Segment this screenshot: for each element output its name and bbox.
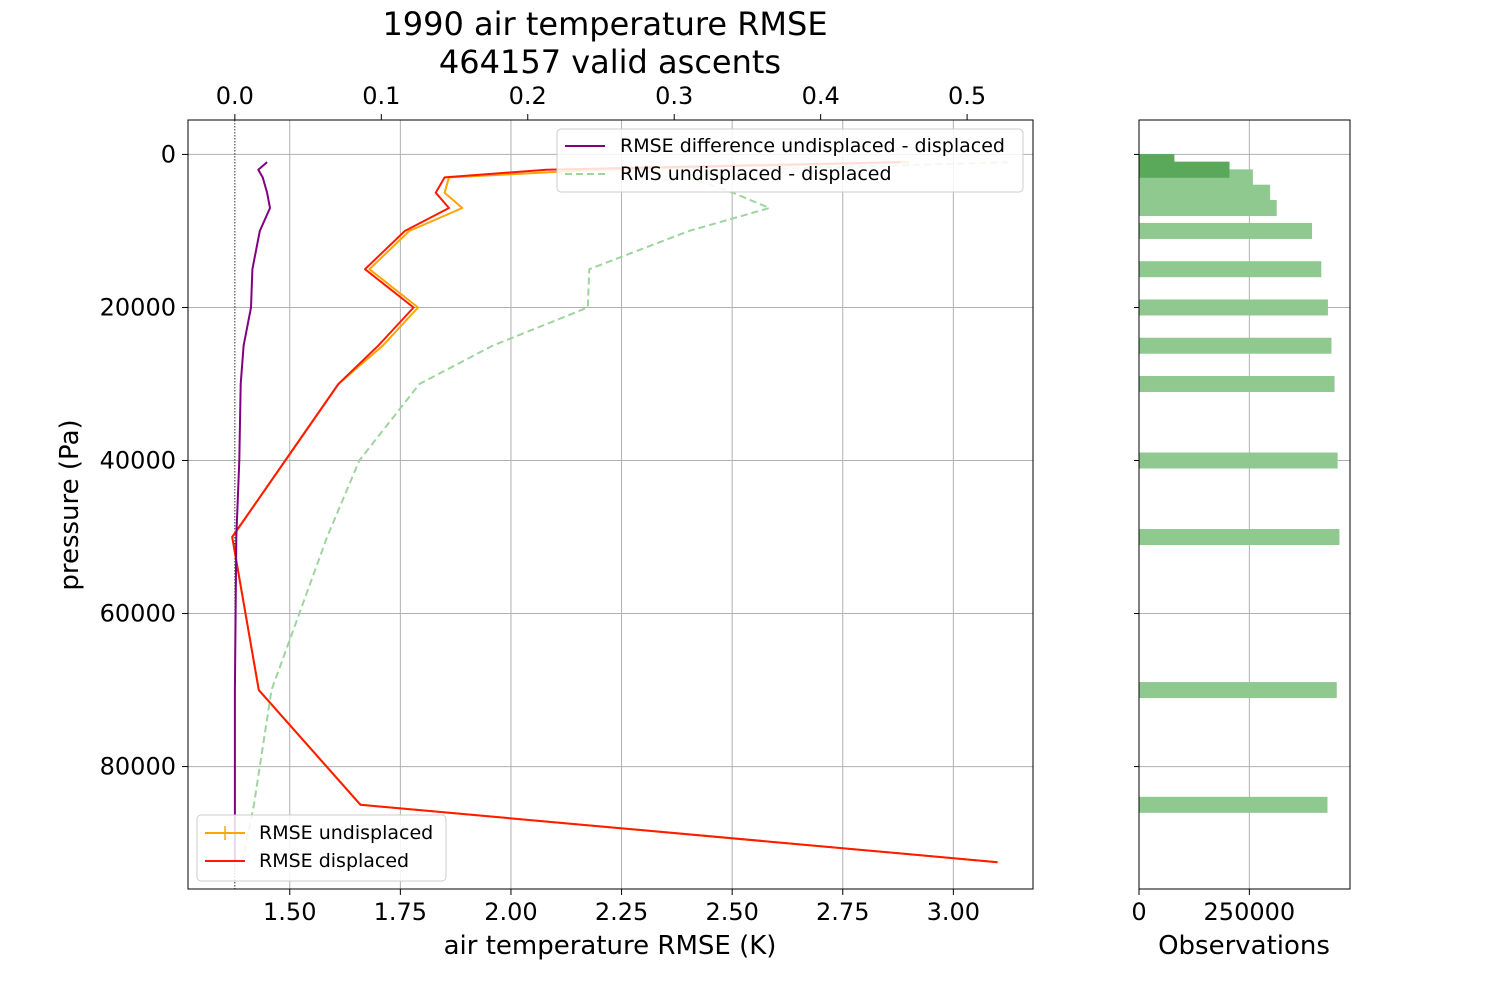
observation-bar xyxy=(1139,337,1332,354)
observation-bar xyxy=(1139,199,1277,216)
legend-top-box xyxy=(556,128,1024,193)
y-tick-label: 60000 xyxy=(100,600,176,628)
observation-bar xyxy=(1139,375,1335,392)
observation-bar xyxy=(1139,299,1328,316)
chart-title-line1: 1990 air temperature RMSE xyxy=(382,5,827,43)
legend-top-right: RMSE difference undisplaced - displaced … xyxy=(556,128,1024,193)
x-axis-label: air temperature RMSE (K) xyxy=(444,931,777,961)
observation-bar xyxy=(1139,529,1340,546)
observation-bar xyxy=(1139,452,1338,469)
observation-bar xyxy=(1139,154,1175,171)
x-tick-label: 3.00 xyxy=(927,898,980,926)
legend-bottom-box xyxy=(196,814,447,882)
series-line-rmse-difference-undisplaced-displaced xyxy=(233,161,271,863)
x-tick-label: 2.75 xyxy=(816,898,869,926)
legend-bottom-left: RMSE undisplaced RMSE displaced xyxy=(196,814,447,882)
y-axis-label: pressure (Pa) xyxy=(55,419,85,590)
y-tick-label: 40000 xyxy=(100,447,176,475)
observation-bar xyxy=(1139,184,1271,201)
series-line-rmse-undisplaced xyxy=(231,161,998,864)
main-plot-grid xyxy=(188,120,1033,889)
x-tick-label: 1.75 xyxy=(374,898,427,926)
x-tick-label: 2.50 xyxy=(705,898,758,926)
top-x-tick-label: 0.4 xyxy=(802,82,840,110)
observation-bar xyxy=(1139,796,1328,813)
series-line-rms-undisplaced-displaced xyxy=(241,161,1012,863)
observation-bar xyxy=(1139,222,1313,239)
top-x-tick-label: 0.2 xyxy=(509,82,547,110)
top-x-tick-label: 0.0 xyxy=(216,82,254,110)
side-plot-bars xyxy=(1139,154,1340,813)
legend-label-undisplaced: RMSE undisplaced xyxy=(259,822,433,844)
y-tick-label: 20000 xyxy=(100,293,176,321)
side-x-tick-label: 0 xyxy=(1131,898,1146,926)
x-tick-label: 2.25 xyxy=(595,898,648,926)
main-plot-frame xyxy=(187,119,1034,890)
observation-bar xyxy=(1139,261,1322,278)
side-plot-frame xyxy=(1138,119,1351,890)
top-x-tick-label: 0.5 xyxy=(948,82,986,110)
main-plot-axes: 1.50 1.75 2.00 2.25 2.50 2.75 3.00 0.0 0.1 0.2 0.3… xyxy=(100,82,1034,926)
y-tick-label: 80000 xyxy=(100,753,176,781)
x-tick-label: 2.00 xyxy=(484,898,537,926)
side-x-tick-label: 250000 xyxy=(1204,898,1296,926)
legend-label-difference: RMSE difference undisplaced - displaced xyxy=(620,135,1005,157)
legend-label-rms: RMS undisplaced - displaced xyxy=(620,163,892,185)
x-tick-label: 1.50 xyxy=(263,898,316,926)
side-plot-axes: 0 250000 xyxy=(1131,119,1351,926)
y-tick-label: 0 xyxy=(161,140,176,168)
top-x-tick-label: 0.3 xyxy=(655,82,693,110)
side-x-axis-label: Observations xyxy=(1158,931,1330,961)
chart-title-line2: 464157 valid ascents xyxy=(439,43,781,81)
legend-label-displaced: RMSE displaced xyxy=(259,850,409,872)
observation-bar xyxy=(1139,682,1337,699)
top-x-tick-label: 0.1 xyxy=(362,82,400,110)
series-line-rmse-displaced xyxy=(231,161,998,864)
